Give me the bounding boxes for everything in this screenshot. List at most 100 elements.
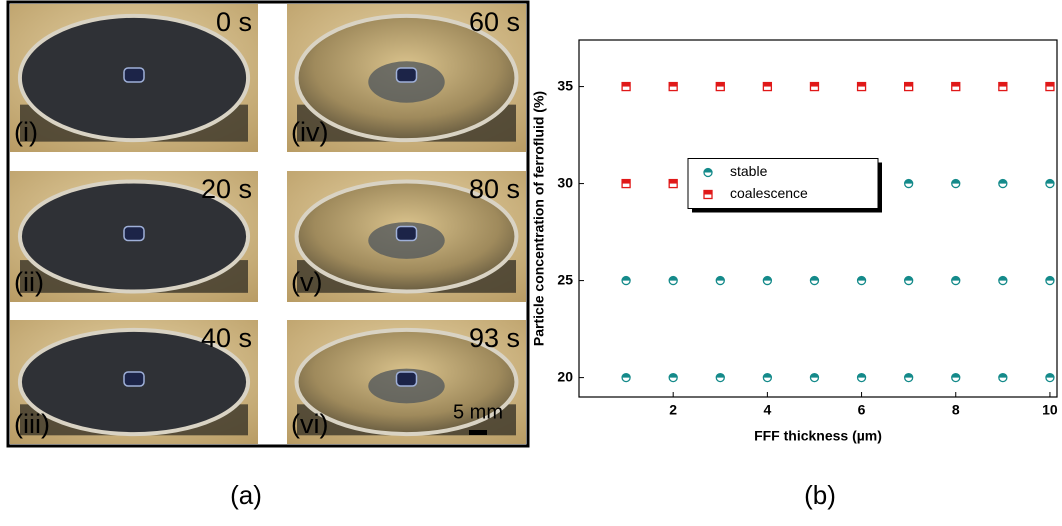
y-tick-label: 20 [557, 368, 573, 384]
y-tick-label: 35 [557, 77, 573, 93]
marker-stable [998, 178, 1008, 189]
marker-fill [622, 82, 631, 87]
marker-fill [810, 82, 819, 87]
time-label: 20 s [201, 174, 252, 204]
marker-fill [904, 82, 913, 87]
magnet [123, 371, 145, 387]
marker-stable [703, 167, 713, 178]
marker-fill [669, 179, 678, 184]
marker-fill [622, 373, 631, 378]
marker-stable [856, 372, 867, 383]
x-tick-label: 4 [763, 402, 771, 418]
y-tick-label: 30 [557, 174, 573, 190]
marker-stable [951, 178, 961, 189]
marker-fill [622, 276, 631, 281]
marker-stable [715, 275, 725, 286]
marker-stable [856, 275, 867, 286]
marker-fill [716, 82, 725, 87]
marker-fill [810, 276, 819, 281]
marker-fill [716, 373, 725, 378]
x-axis-label: FFF thickness (µm) [754, 428, 882, 444]
marker-fill [704, 190, 712, 195]
marker-fill [998, 179, 1007, 184]
photo: 40 s (iii) [10, 320, 258, 444]
marker-coalescence [856, 81, 867, 92]
marker-fill [669, 276, 678, 281]
marker-coalescence [703, 189, 713, 200]
marker-fill [857, 373, 866, 378]
marker-fill [857, 276, 866, 281]
marker-stable [1045, 372, 1055, 383]
marker-stable [809, 275, 820, 286]
legend-box [687, 158, 879, 209]
marker-fill [1045, 179, 1054, 184]
frame-label: (i) [14, 117, 38, 147]
marker-stable [762, 372, 773, 383]
marker-stable [668, 372, 678, 383]
frame-label: (iv) [291, 117, 328, 147]
marker-fill [763, 82, 772, 87]
x-tick-label: 8 [952, 402, 960, 418]
photo-grid: 0 s (i) 20 s (ii) 40 s (iii) 60 s (iv) 80 s (v) 93… [10, 4, 526, 444]
marker-fill [1045, 373, 1054, 378]
marker-stable [1045, 178, 1055, 189]
marker-stable [1045, 275, 1055, 286]
marker-stable [904, 275, 914, 286]
scale-bar-label: 5 mm [453, 401, 503, 423]
marker-fill [763, 373, 772, 378]
photo: 0 s (i) [10, 4, 258, 152]
marker-coalescence [668, 178, 678, 189]
marker-fill [951, 276, 960, 281]
x-tick-label: 10 [1042, 402, 1058, 418]
marker-stable [621, 275, 631, 286]
photo: 80 s (v) [287, 171, 526, 302]
y-tick-label: 25 [557, 271, 573, 287]
x-tick-label: 2 [669, 402, 677, 418]
photo: 60 s (iv) [287, 4, 526, 152]
marker-fill [763, 276, 772, 281]
marker-fill [951, 82, 960, 87]
marker-stable [762, 275, 773, 286]
frame-label: (iii) [14, 409, 50, 439]
marker-fill [857, 82, 866, 87]
plot-frame [578, 39, 1058, 398]
time-label: 80 s [469, 174, 520, 204]
marker-stable [998, 275, 1008, 286]
marker-coalescence [809, 81, 820, 92]
x-tick-label: 6 [858, 402, 866, 418]
marker-fill [716, 276, 725, 281]
marker-fill [904, 276, 913, 281]
marker-fill [669, 373, 678, 378]
time-label: 40 s [201, 323, 252, 353]
marker-coalescence [668, 81, 678, 92]
magnet [395, 67, 418, 83]
marker-fill [904, 179, 913, 184]
magnet [395, 371, 418, 387]
marker-coalescence [621, 178, 631, 189]
marker-coalescence [762, 81, 773, 92]
marker-fill [622, 179, 631, 184]
marker-coalescence [904, 81, 914, 92]
marker-fill [1045, 276, 1054, 281]
time-label: 93 s [469, 323, 520, 353]
marker-fill [998, 82, 1007, 87]
scale-bar [469, 430, 487, 435]
marker-fill [810, 373, 819, 378]
photo: 20 s (ii) [10, 171, 258, 302]
marker-fill [998, 276, 1007, 281]
marker-fill [904, 373, 913, 378]
frame-label: (vi) [291, 409, 328, 439]
marker-stable [809, 372, 820, 383]
marker-fill [1045, 82, 1054, 87]
marker-coalescence [998, 81, 1008, 92]
time-label: 0 s [216, 7, 252, 37]
marker-fill [951, 373, 960, 378]
marker-stable [715, 372, 725, 383]
magnet [123, 67, 145, 83]
magnet [123, 225, 145, 242]
marker-fill [669, 82, 678, 87]
marker-stable [998, 372, 1008, 383]
marker-stable [951, 372, 961, 383]
y-axis-label: Particle concentration of ferrofluid (%) [531, 91, 547, 346]
scatter-chart: 2 4 6 8 10 20 25 30 35 FFF thickness (µm) Particle… [531, 39, 1058, 510]
